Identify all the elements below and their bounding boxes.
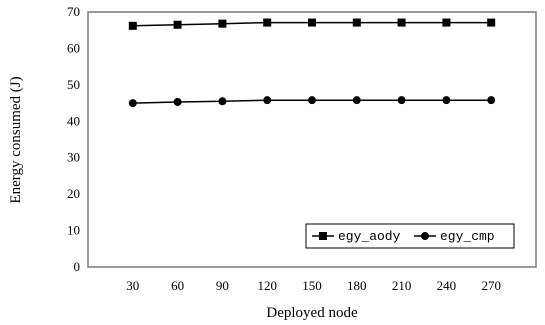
data-point-circle (173, 97, 182, 106)
y-tick-label: 50 (67, 77, 80, 92)
data-point-circle (487, 96, 496, 105)
data-point-circle (442, 96, 451, 105)
legend-marker (421, 232, 429, 240)
series-layer (128, 18, 496, 108)
y-axis-ticks: 0 10 20 30 40 50 60 70 (67, 4, 80, 274)
data-point-circle (218, 97, 227, 106)
data-point-circle (397, 96, 406, 105)
data-point-square (308, 18, 316, 27)
y-tick-label: 10 (67, 223, 80, 238)
data-point-square (263, 18, 272, 27)
data-point-square (352, 18, 361, 27)
x-tick-label: 30 (126, 278, 139, 293)
data-point-square (397, 18, 406, 27)
x-axis-ticks: 30 60 90 120 150 180 210 240 270 (126, 278, 501, 293)
x-tick-label: 150 (302, 278, 322, 293)
y-tick-label: 20 (67, 186, 80, 201)
x-axis-label: Deployed node (266, 305, 358, 321)
legend-label: egy_cmp (440, 229, 495, 244)
legend-label: egy_aody (338, 229, 401, 244)
series-egy_aody (128, 18, 496, 30)
y-axis-label: Energy consumed (J) (8, 76, 24, 203)
x-tick-label: 210 (392, 278, 412, 293)
x-tick-label: 120 (257, 278, 277, 293)
legend-box (305, 223, 515, 249)
data-point-circle (263, 96, 272, 105)
data-point-square (442, 18, 451, 27)
data-point-circle (352, 96, 361, 105)
data-point-circle (128, 99, 137, 108)
data-point-square (173, 20, 182, 29)
y-tick-label: 0 (74, 259, 81, 274)
y-tick-label: 70 (67, 4, 80, 19)
legend: egy_aody egy_cmp (305, 223, 515, 249)
legend-marker (319, 232, 327, 240)
data-point-square (487, 18, 496, 27)
data-point-square (218, 19, 227, 28)
data-point-square (128, 21, 137, 30)
x-tick-label: 180 (347, 278, 367, 293)
x-tick-label: 90 (216, 278, 229, 293)
y-tick-label: 60 (67, 40, 80, 55)
x-tick-label: 60 (171, 278, 184, 293)
x-tick-label: 240 (437, 278, 457, 293)
y-tick-label: 40 (67, 113, 80, 128)
series-egy_cmp (128, 96, 496, 108)
y-tick-label: 30 (67, 150, 80, 165)
data-point-circle (308, 96, 316, 105)
x-tick-label: 270 (481, 278, 501, 293)
